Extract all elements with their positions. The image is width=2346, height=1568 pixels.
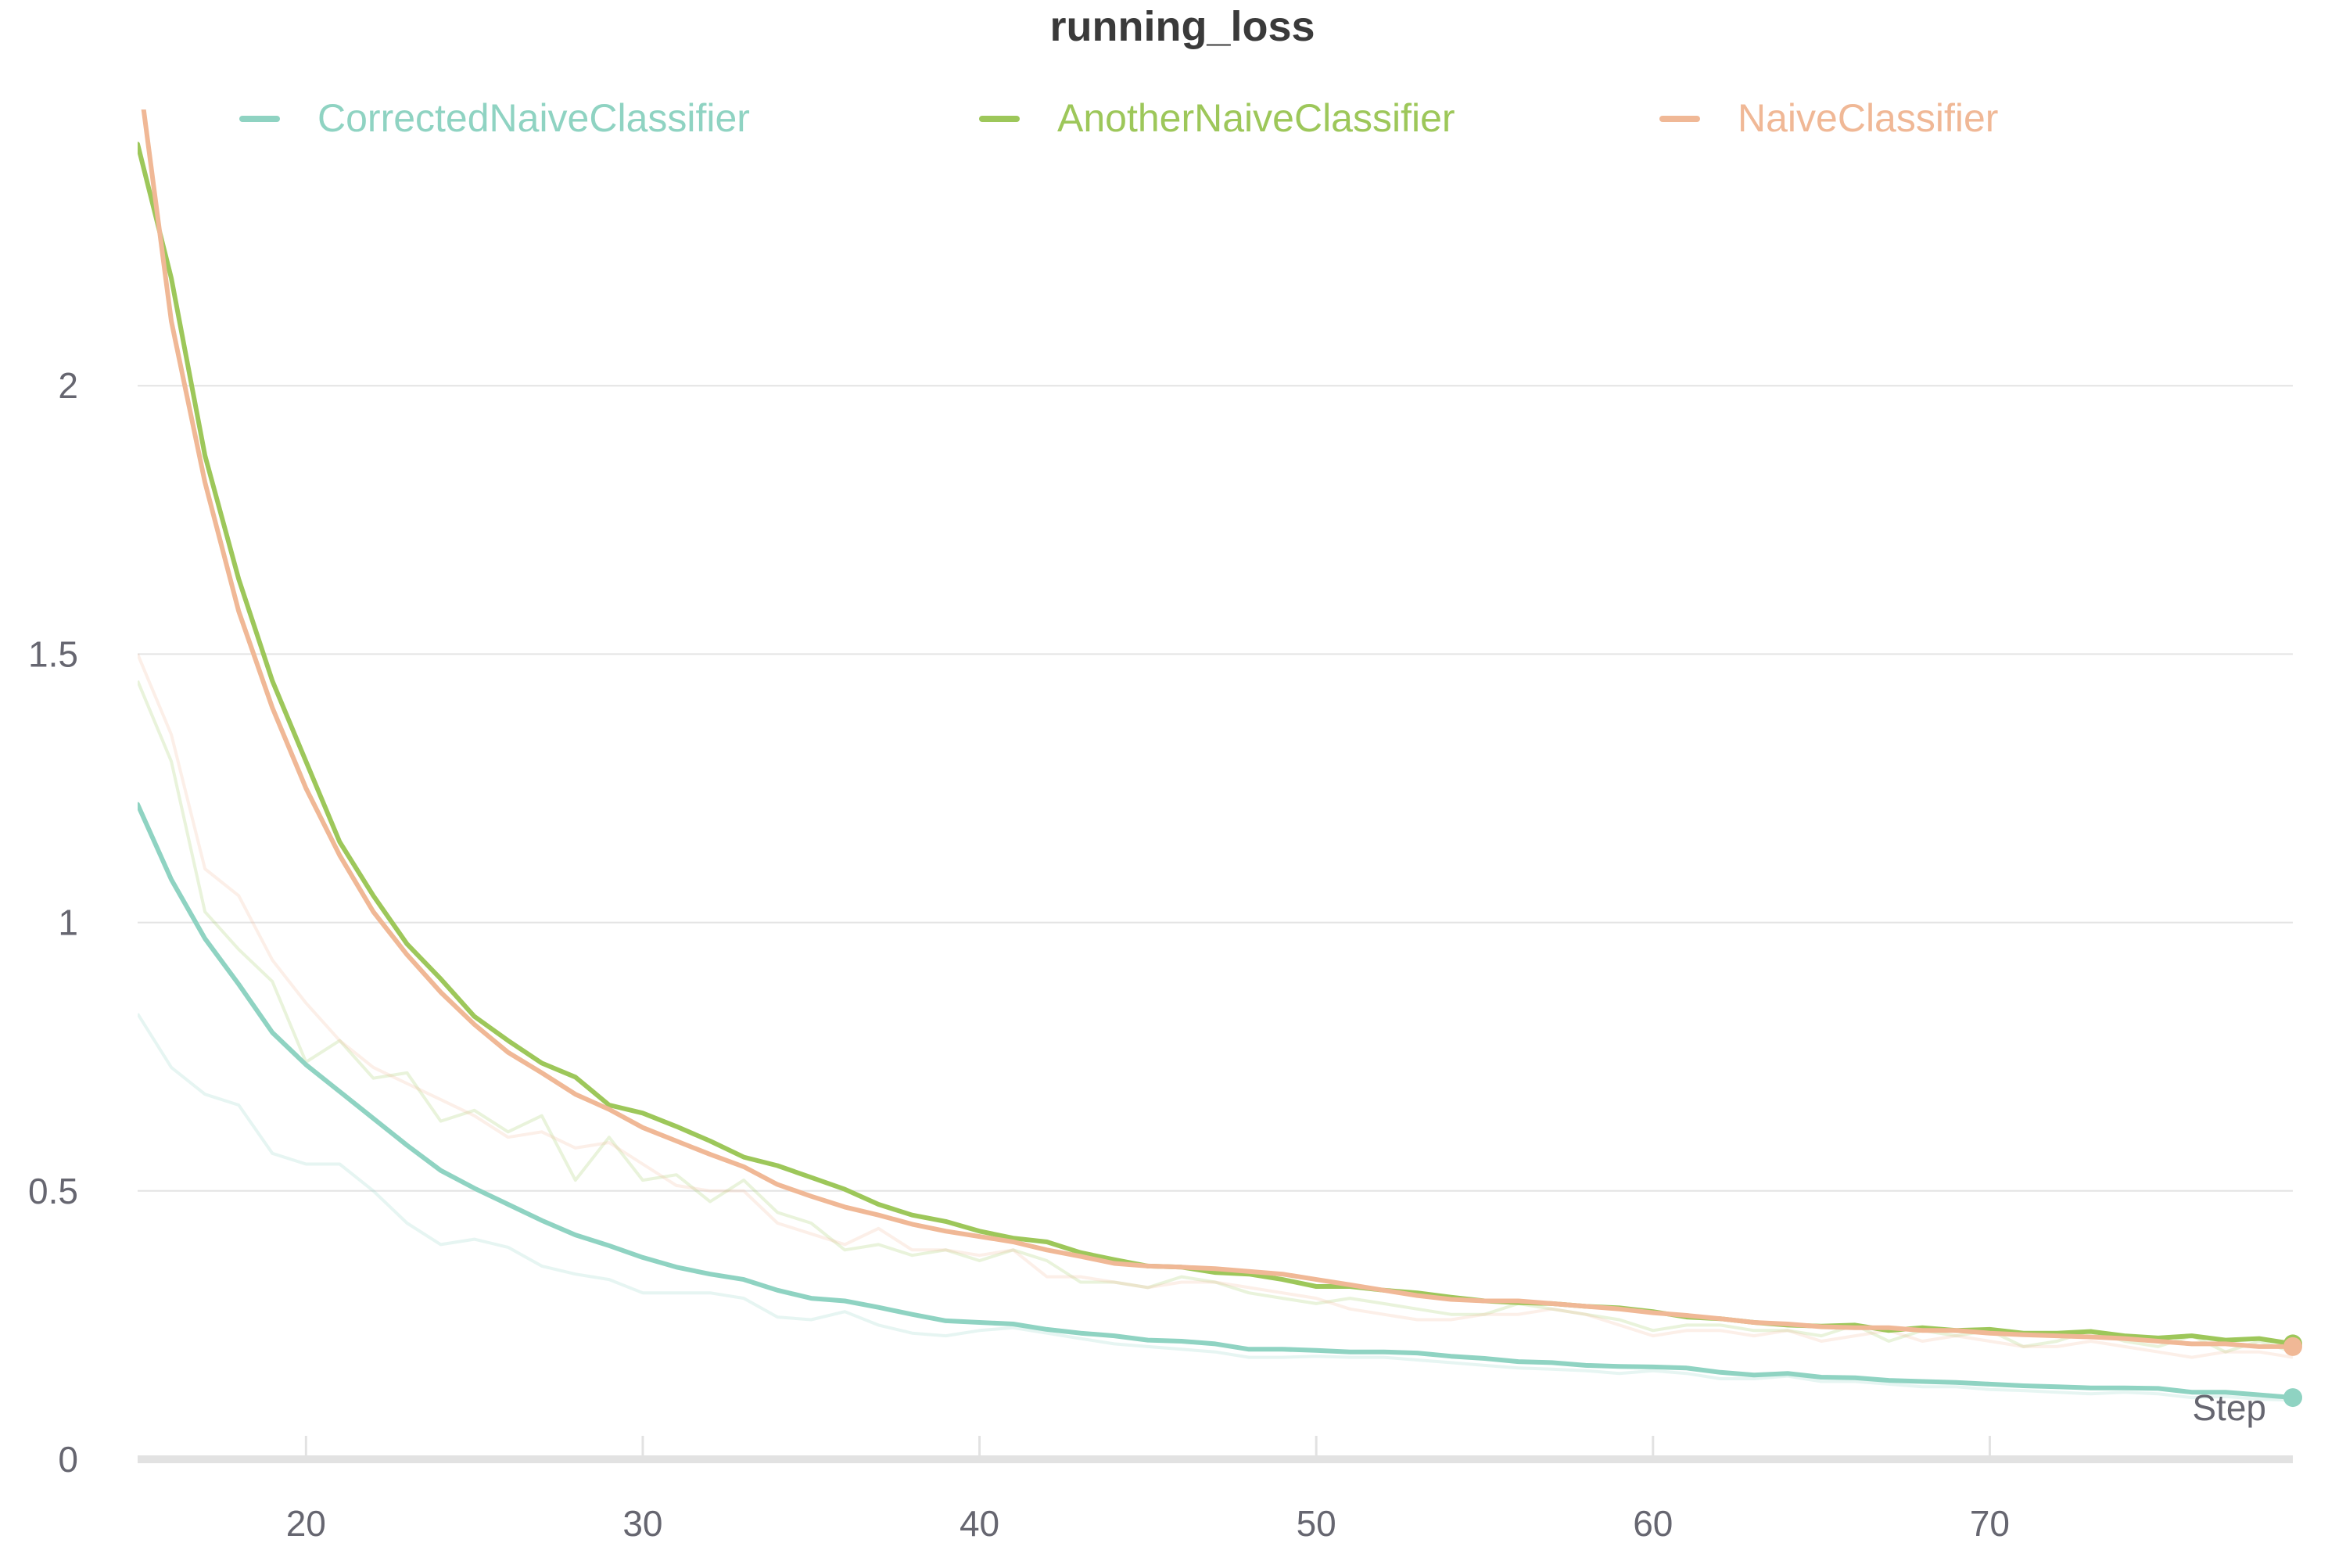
legend-item-naive-classifier[interactable]: NaiveClassifier [1659, 96, 1998, 140]
series-endpoint-corrected-naive-classifier [2283, 1388, 2302, 1408]
legend: CorrectedNaiveClassifier AnotherNaiveClas… [239, 96, 1998, 140]
y-tick-label: 0 [58, 1439, 78, 1480]
legend-label: CorrectedNaiveClassifier [317, 96, 750, 140]
x-axis: 20 30 40 50 60 70 [138, 1436, 2293, 1544]
y-tick-label: 2 [58, 365, 78, 406]
series-line-another-naive-classifier[interactable] [138, 142, 2295, 1347]
y-tick-label: 1 [58, 902, 78, 943]
legend-item-another-naive-classifier[interactable]: AnotherNaiveClassifier [979, 96, 1455, 140]
x-tick-label: 40 [960, 1503, 999, 1544]
legend-label: NaiveClassifier [1738, 96, 1998, 140]
grid [138, 385, 2293, 1192]
x-tick-label: 60 [1633, 1503, 1673, 1544]
y-tick-label: 1.5 [28, 633, 78, 674]
y-axis: 0 0.5 1 1.5 2 [28, 365, 78, 1480]
chart-title: running_loss [1049, 3, 1315, 50]
x-axis-label: Step [2192, 1387, 2266, 1428]
x-tick-label: 50 [1297, 1503, 1336, 1544]
series-line-naive-classifier[interactable] [138, 63, 2295, 1349]
legend-label: AnotherNaiveClassifier [1057, 96, 1455, 140]
x-tick-label: 30 [622, 1503, 662, 1544]
series-line-corrected-naive-classifier[interactable] [138, 802, 2295, 1401]
series-line-raw-naive-classifier [138, 653, 2294, 1359]
x-tick-label: 20 [286, 1503, 326, 1544]
series-line-raw-another-naive-classifier [138, 680, 2294, 1354]
legend-item-corrected-naive-classifier[interactable]: CorrectedNaiveClassifier [239, 96, 750, 140]
plot-area [138, 63, 2295, 1402]
series-endpoint-naive-classifier [2283, 1337, 2302, 1356]
x-tick-label: 70 [1970, 1503, 2010, 1544]
y-tick-label: 0.5 [28, 1171, 78, 1211]
series-line-raw-corrected-naive-classifier [138, 1013, 2294, 1402]
